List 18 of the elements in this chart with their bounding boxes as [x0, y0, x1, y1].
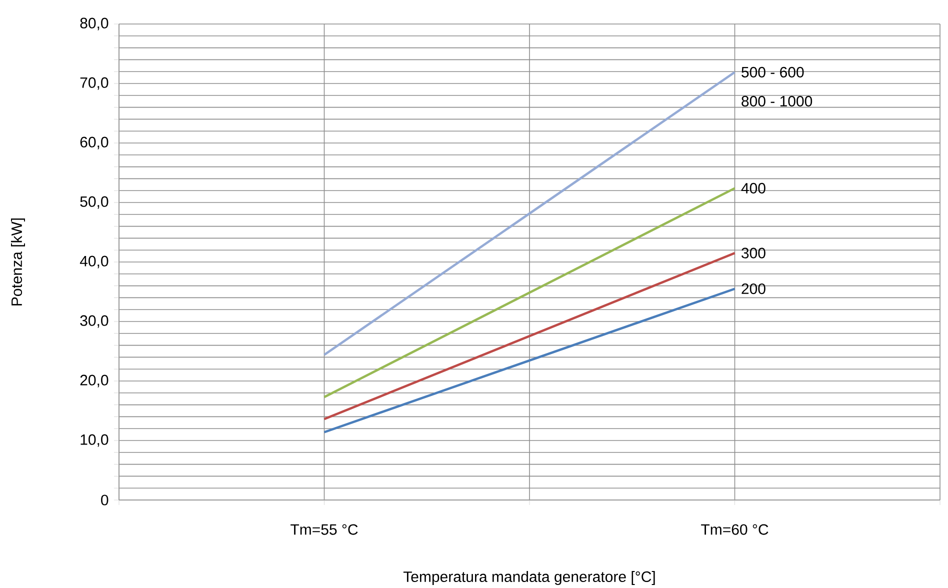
x-axis-title: Temperatura mandata generatore [°C]: [403, 571, 655, 585]
y-tick-label: 30,0: [80, 315, 108, 328]
y-tick-label: 40,0: [80, 256, 108, 268]
series-label: 500 - 600: [742, 66, 804, 78]
y-tick-label: 50,0: [80, 196, 108, 209]
y-tick-label: 70,0: [80, 77, 108, 90]
y-tick-label: 60,0: [80, 136, 108, 150]
x-tick-label: Tm=60 °C: [701, 524, 768, 535]
y-tick-label: 0: [101, 494, 108, 506]
x-tick-label: Tm=55 °C: [290, 524, 358, 535]
y-tick-label: 80,0: [80, 18, 108, 30]
y-tick-label: 10,0: [80, 434, 108, 447]
series-label: 300: [742, 248, 766, 258]
annotation: 800 - 1000: [742, 96, 812, 106]
y-tick-label: 20,0: [80, 374, 108, 388]
y-axis-title: Potenza [kW]: [11, 218, 25, 306]
series-label: 400: [741, 182, 766, 194]
series-label: 200: [742, 283, 766, 294]
